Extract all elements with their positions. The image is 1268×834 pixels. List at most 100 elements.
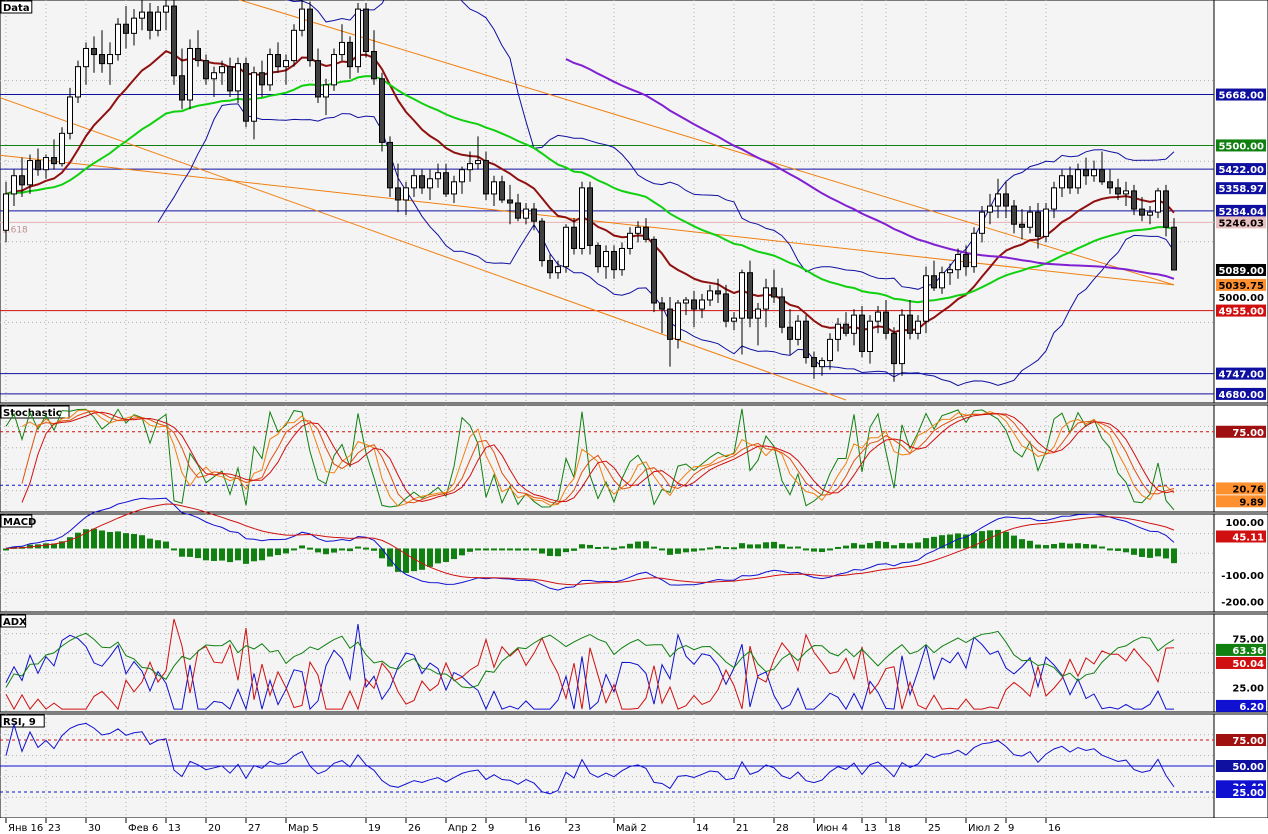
candle-body[interactable] — [1107, 181, 1113, 189]
candle-body[interactable] — [515, 202, 521, 219]
candle-body[interactable] — [795, 320, 801, 340]
candle-body[interactable] — [1091, 169, 1097, 177]
candle-body[interactable] — [723, 293, 729, 322]
stochastic-panel[interactable]: Stochastic 75.00 20.76 9.89 — [0, 404, 1268, 513]
candle-body[interactable] — [1139, 208, 1145, 216]
candle-body[interactable] — [819, 360, 825, 368]
candle-body[interactable] — [1131, 190, 1137, 210]
candle-body[interactable] — [531, 208, 537, 222]
candle-body[interactable] — [939, 272, 945, 289]
candle-body[interactable] — [579, 187, 585, 249]
candle-body[interactable] — [491, 181, 497, 195]
candle-body[interactable] — [1059, 175, 1065, 189]
price-panel[interactable]: Data 1.618 5668.00 5500.00 5422.00 5358.97 528… — [0, 0, 1268, 404]
candle-body[interactable] — [707, 290, 713, 301]
candle-body[interactable] — [499, 181, 505, 201]
candle-body[interactable] — [995, 193, 1001, 207]
candle-body[interactable] — [915, 320, 921, 334]
candle-body[interactable] — [219, 66, 225, 74]
candle-body[interactable] — [195, 47, 201, 62]
candle-body[interactable] — [523, 208, 529, 219]
candle-body[interactable] — [803, 320, 809, 359]
candle-body[interactable] — [187, 47, 193, 101]
candle-body[interactable] — [395, 187, 401, 201]
candle-body[interactable] — [635, 226, 641, 234]
candle-body[interactable] — [843, 323, 849, 334]
candle-body[interactable] — [691, 299, 697, 310]
candle-body[interactable] — [659, 302, 665, 310]
candle-body[interactable] — [83, 47, 89, 68]
candle-body[interactable] — [139, 11, 145, 19]
candle-body[interactable] — [891, 332, 897, 365]
price-plot-area[interactable] — [0, 0, 1215, 404]
candle-body[interactable] — [363, 8, 369, 53]
candle-body[interactable] — [443, 172, 449, 195]
candle-body[interactable] — [27, 160, 33, 186]
candle-body[interactable] — [771, 287, 777, 298]
candle-body[interactable] — [235, 63, 241, 92]
candle-body[interactable] — [747, 272, 753, 319]
candle-body[interactable] — [99, 54, 105, 65]
candle-body[interactable] — [379, 78, 385, 143]
candle-body[interactable] — [211, 72, 217, 80]
candle-body[interactable] — [267, 54, 273, 86]
candle-body[interactable] — [683, 299, 689, 304]
candle-body[interactable] — [731, 317, 737, 322]
candle-body[interactable] — [227, 66, 233, 92]
candle-body[interactable] — [1043, 208, 1049, 237]
candle-body[interactable] — [19, 175, 25, 186]
candle-body[interactable] — [1083, 169, 1089, 177]
candle-body[interactable] — [971, 232, 977, 268]
macd-panel[interactable]: MACD 100.00 45.11 -100.00 -200.00 — [0, 497, 1268, 613]
candle-body[interactable] — [571, 226, 577, 249]
candle-body[interactable] — [51, 157, 57, 165]
candle-body[interactable] — [899, 314, 905, 365]
candle-body[interactable] — [419, 175, 425, 189]
candle-body[interactable] — [1155, 190, 1161, 213]
candle-body[interactable] — [283, 60, 289, 68]
candle-body[interactable] — [131, 17, 137, 34]
candle-body[interactable] — [987, 205, 993, 213]
candle-body[interactable] — [67, 96, 73, 134]
candle-body[interactable] — [179, 75, 185, 101]
candle-body[interactable] — [291, 29, 297, 62]
candle-body[interactable] — [307, 8, 313, 62]
candle-body[interactable] — [59, 132, 65, 165]
candle-body[interactable] — [3, 193, 9, 231]
candle-body[interactable] — [555, 266, 561, 274]
candle-body[interactable] — [275, 54, 281, 68]
candle-body[interactable] — [147, 11, 153, 31]
candle-body[interactable] — [1115, 187, 1121, 195]
candle-body[interactable] — [883, 311, 889, 334]
candle-body[interactable] — [923, 275, 929, 322]
candle-body[interactable] — [43, 157, 49, 171]
candle-body[interactable] — [643, 226, 649, 240]
candle-body[interactable] — [467, 163, 473, 171]
candle-body[interactable] — [603, 250, 609, 268]
candle-body[interactable] — [811, 357, 817, 368]
candle-body[interactable] — [595, 244, 601, 268]
adx-plot-area[interactable] — [0, 613, 1215, 713]
candle-body[interactable] — [171, 5, 177, 77]
candle-body[interactable] — [331, 54, 337, 86]
candle-body[interactable] — [851, 314, 857, 334]
candle-body[interactable] — [1099, 169, 1105, 183]
candle-body[interactable] — [203, 60, 209, 80]
candle-body[interactable] — [459, 169, 465, 183]
candle-body[interactable] — [1003, 193, 1009, 207]
candle-body[interactable] — [587, 187, 593, 246]
candle-body[interactable] — [315, 60, 321, 98]
candle-body[interactable] — [163, 5, 169, 13]
candle-body[interactable] — [1163, 190, 1169, 228]
candle-body[interactable] — [699, 299, 705, 310]
candle-body[interactable] — [675, 302, 681, 340]
candle-body[interactable] — [947, 269, 953, 274]
candle-body[interactable] — [619, 247, 625, 271]
candle-body[interactable] — [427, 178, 433, 189]
candle-body[interactable] — [507, 199, 513, 204]
candle-body[interactable] — [611, 250, 617, 271]
candle-body[interactable] — [1147, 211, 1153, 216]
